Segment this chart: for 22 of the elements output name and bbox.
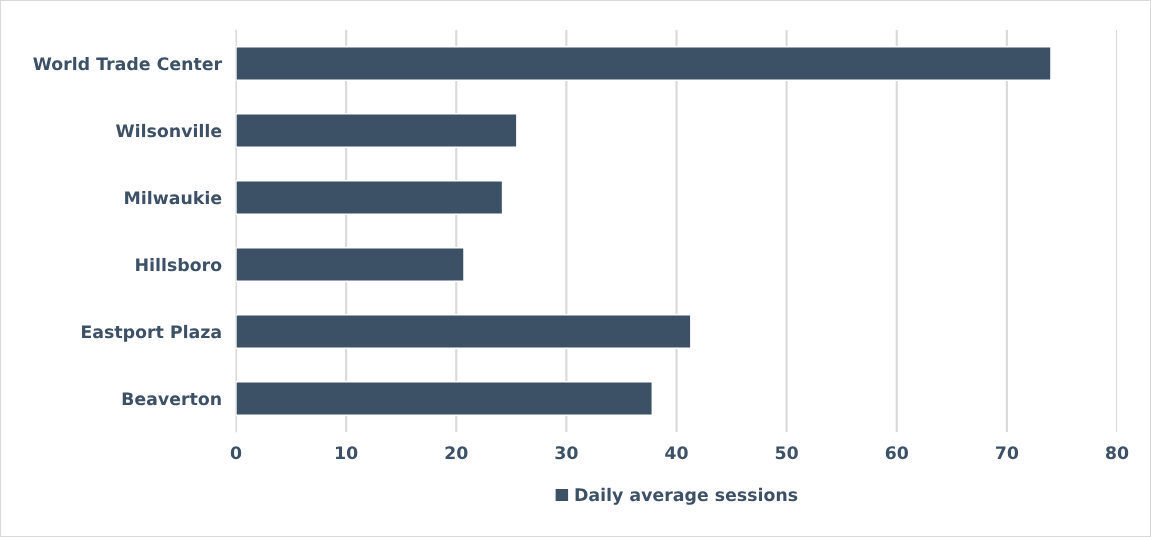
y-tick-label: Beaverton xyxy=(122,392,221,406)
y-tick-label: World Trade Center xyxy=(33,56,223,71)
x-tick-label: 0 xyxy=(230,446,242,460)
x-tick-label: 70 xyxy=(995,446,1019,460)
bar xyxy=(236,46,1052,81)
x-tick-label: 60 xyxy=(885,446,908,460)
x-tick-label: 80 xyxy=(1105,446,1129,460)
y-tick-label: Hillsboro xyxy=(136,257,222,272)
x-tick-label: 40 xyxy=(665,446,688,460)
x-tick-label: 20 xyxy=(445,446,468,460)
x-tick-label: 30 xyxy=(555,446,578,460)
x-tick-label: 10 xyxy=(336,446,358,460)
bar xyxy=(236,247,465,282)
y-tick-label: Eastport Plaza xyxy=(82,324,221,342)
bar xyxy=(236,314,692,349)
bar xyxy=(236,180,504,215)
legend-label: Daily average sessions xyxy=(575,487,798,505)
x-tick-label: 50 xyxy=(775,446,798,460)
bar xyxy=(236,381,653,416)
y-tick-label: Wilsonville xyxy=(116,123,222,138)
y-tick-label: Milwaukie xyxy=(125,190,222,205)
bar xyxy=(236,113,518,148)
